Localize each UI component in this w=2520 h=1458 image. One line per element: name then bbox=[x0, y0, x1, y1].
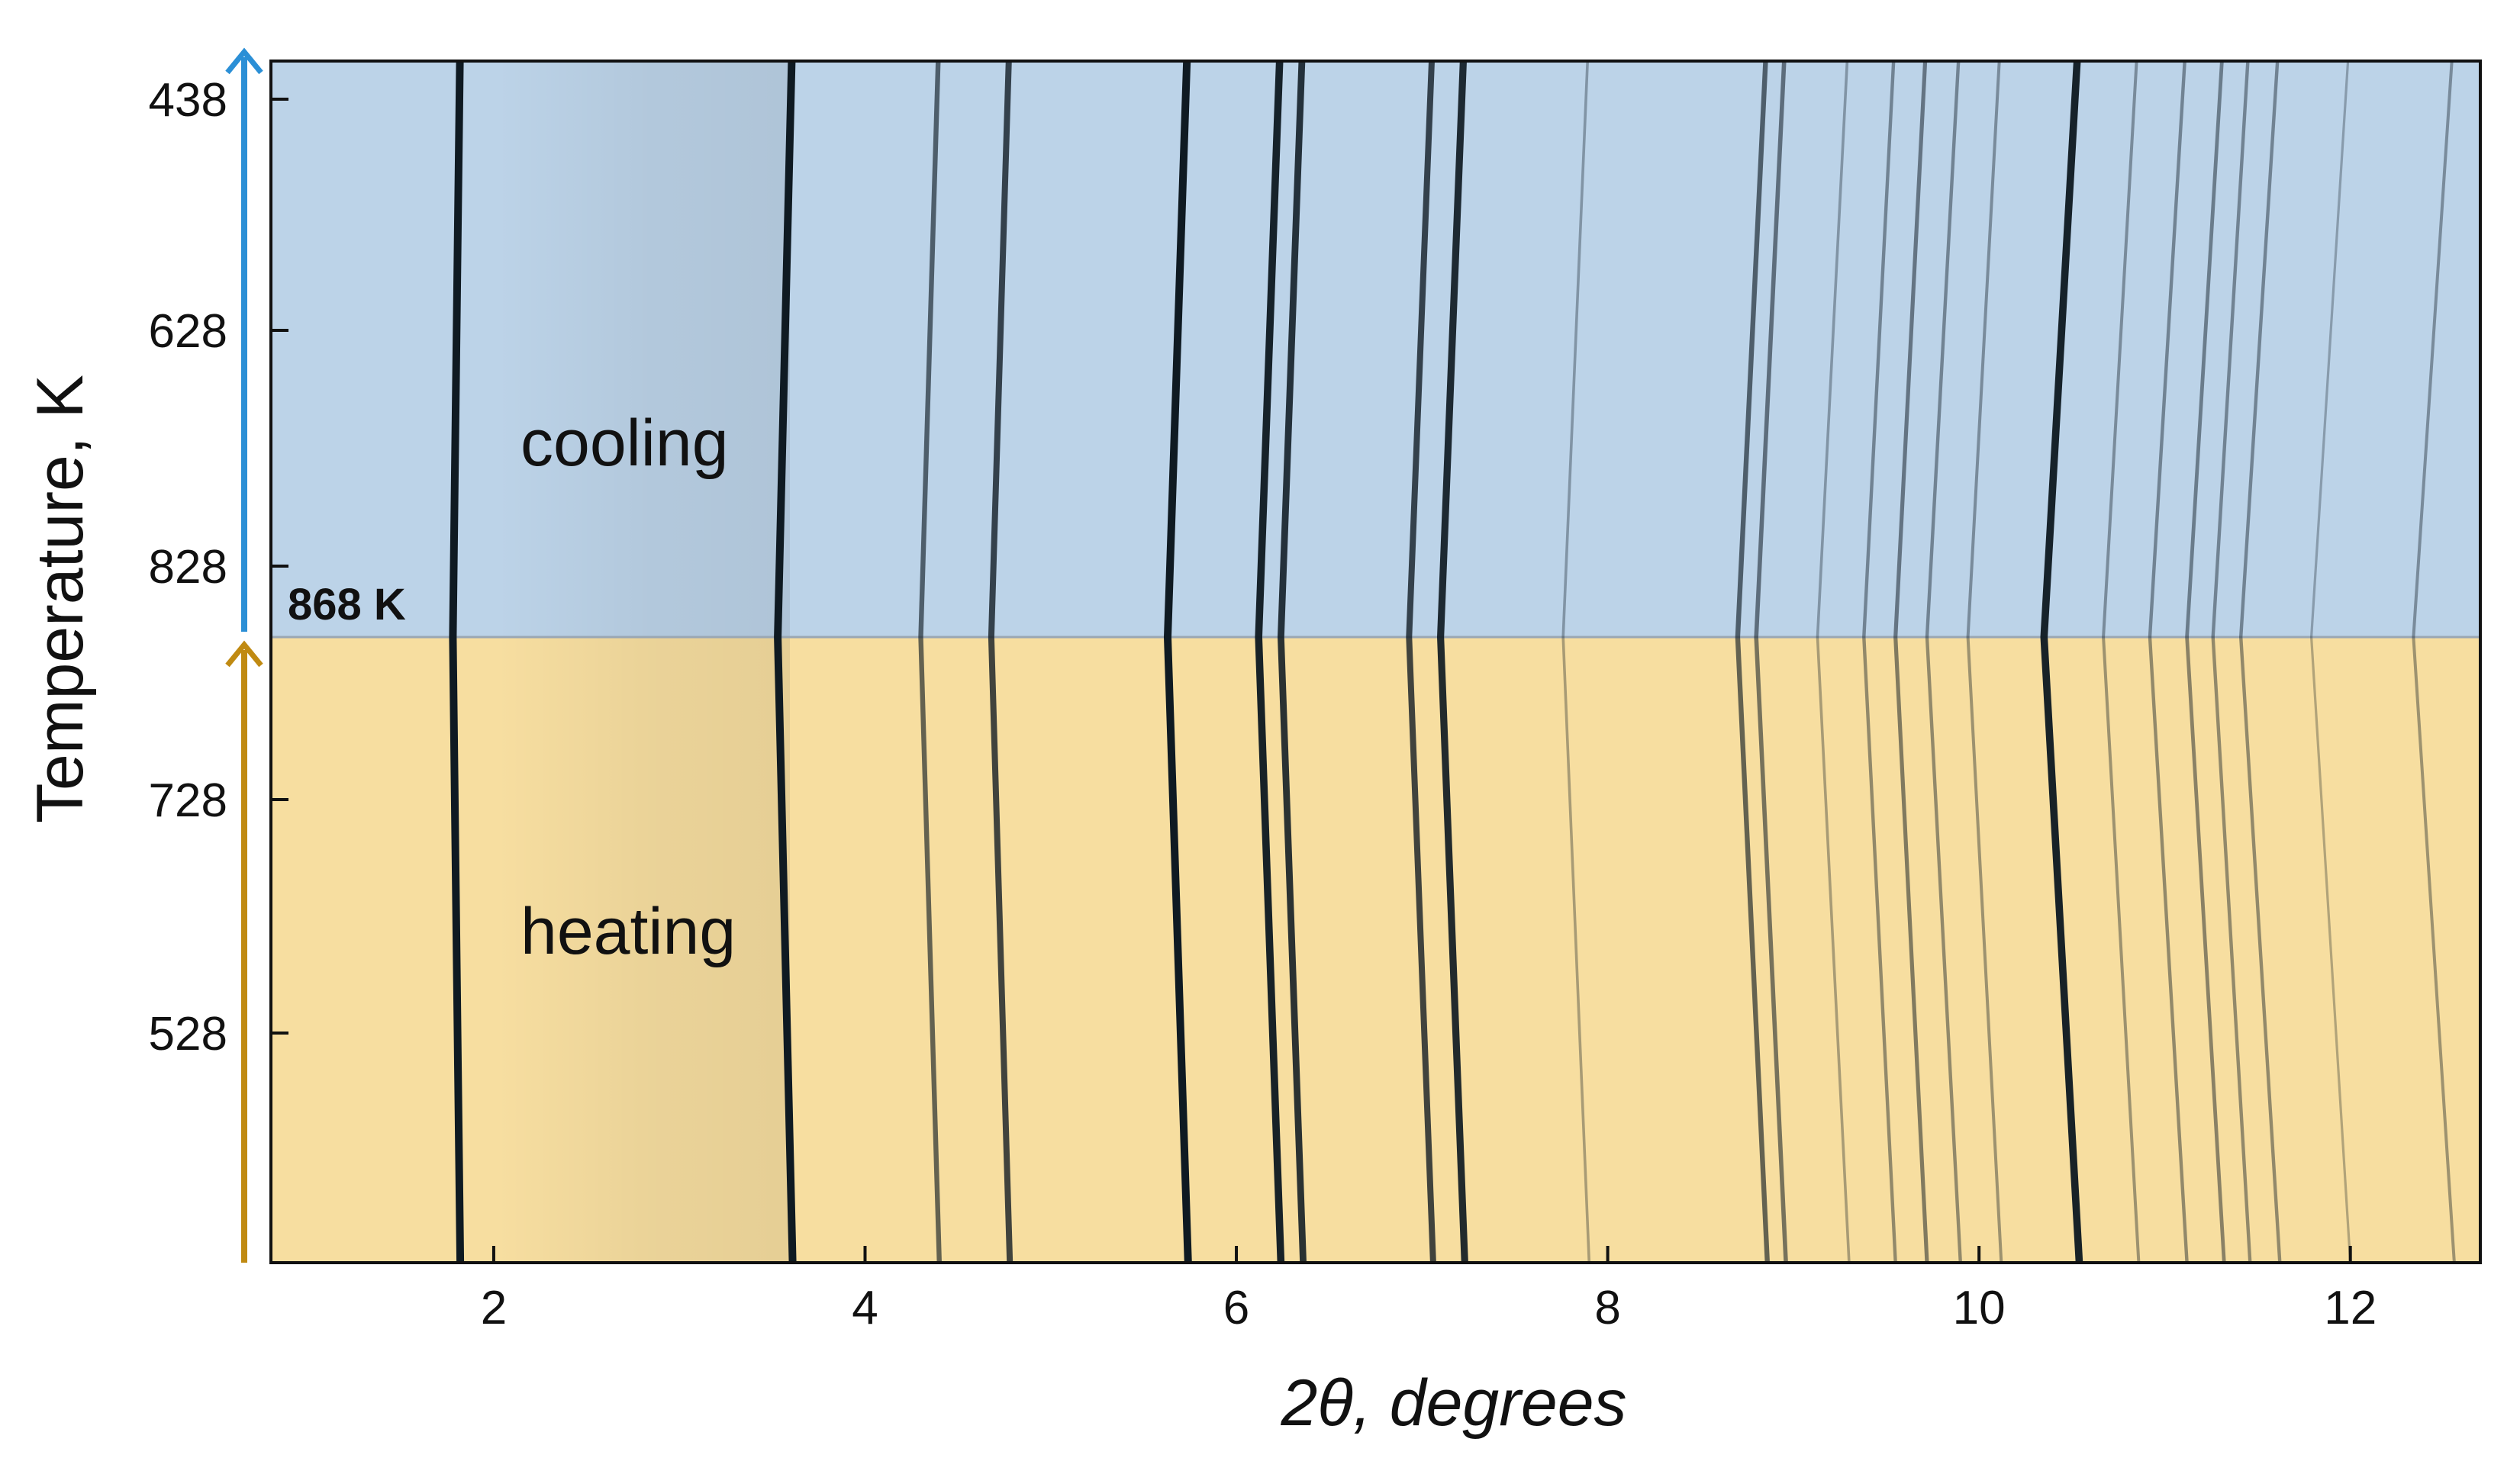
diffraction-line bbox=[2185, 61, 2226, 1263]
cooling-arrow bbox=[225, 47, 263, 632]
diffraction-line bbox=[774, 61, 797, 1263]
heating-label: heating bbox=[520, 895, 736, 968]
diffraction-line bbox=[2238, 61, 2282, 1263]
diffraction-line bbox=[2412, 61, 2456, 1263]
diffraction-line bbox=[1816, 61, 1851, 1263]
diffraction-line bbox=[1966, 61, 2003, 1263]
y-tick-label: 728 bbox=[149, 774, 227, 827]
x-tick-label: 12 bbox=[2324, 1282, 2377, 1334]
diffraction-line bbox=[1255, 61, 1285, 1263]
diffraction-line bbox=[1277, 61, 1307, 1263]
diffraction-line bbox=[1754, 61, 1788, 1263]
y-tick-label: 828 bbox=[149, 541, 227, 594]
diffraction-line bbox=[918, 61, 942, 1263]
diffraction-line bbox=[1893, 61, 1929, 1263]
y-tick-label: 438 bbox=[149, 74, 227, 127]
diffraction-line bbox=[2211, 61, 2252, 1263]
x-tick-label: 2 bbox=[481, 1282, 507, 1334]
diffraction-line bbox=[2148, 61, 2189, 1263]
heating-arrow bbox=[225, 640, 263, 1263]
x-tick-label: 4 bbox=[852, 1282, 878, 1334]
diffraction-line bbox=[1436, 61, 1468, 1263]
plot-frame bbox=[269, 60, 2482, 1264]
cooling-arrow-head bbox=[225, 47, 263, 75]
low-angle-shade bbox=[496, 61, 790, 1263]
diffraction-line bbox=[2040, 61, 2083, 1263]
x-axis-title: 2θ, degrees bbox=[1280, 1366, 1626, 1440]
y-tick-label: 628 bbox=[149, 305, 227, 358]
y-tick-label: 528 bbox=[149, 1008, 227, 1061]
x-tick-label: 8 bbox=[1594, 1282, 1620, 1334]
diffraction-line bbox=[1163, 61, 1192, 1263]
turnaround-temperature-label: 868 K bbox=[288, 580, 406, 629]
diffraction-line bbox=[2309, 61, 2352, 1263]
y-ticks bbox=[271, 98, 288, 1035]
diffraction-line bbox=[1406, 61, 1436, 1263]
y-axis-title: Temperature, K bbox=[24, 375, 97, 823]
x-tick-label: 10 bbox=[1953, 1282, 2006, 1334]
x-ticks: 2 4 6 8 10 12 bbox=[481, 1246, 2377, 1334]
x-tick-label: 6 bbox=[1223, 1282, 1249, 1334]
cooling-label: cooling bbox=[520, 407, 729, 480]
diffraction-line bbox=[2102, 61, 2141, 1263]
heating-arrow-head bbox=[225, 640, 263, 668]
diffraction-line bbox=[988, 61, 1013, 1263]
diffraction-line bbox=[449, 61, 465, 1263]
diffraction-line bbox=[1925, 61, 1962, 1263]
diffraction-lines bbox=[449, 61, 2456, 1263]
diffraction-line bbox=[1561, 61, 1591, 1263]
diffraction-line bbox=[1735, 61, 1770, 1263]
diffraction-line bbox=[1862, 61, 1897, 1263]
y-tick-labels: 438 628 828 728 528 bbox=[149, 74, 227, 1061]
